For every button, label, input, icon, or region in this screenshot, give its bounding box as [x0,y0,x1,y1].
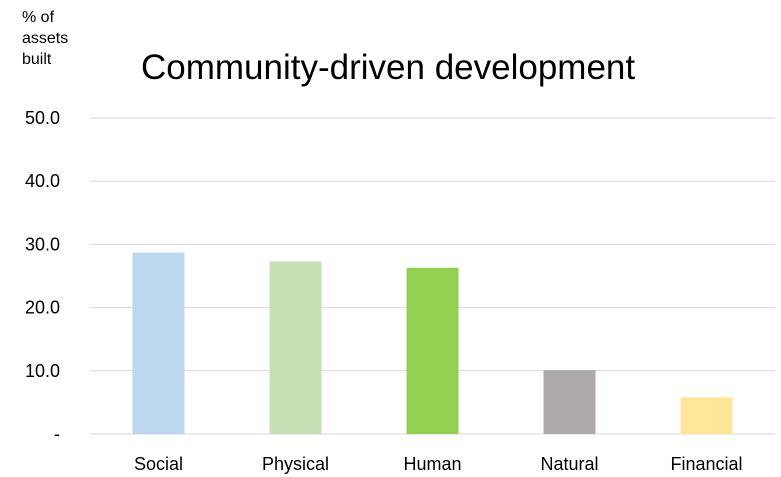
x-tick-label-social: Social [134,454,183,474]
bar-social [132,252,185,434]
y-tick-labels: - 10.0 20.0 30.0 40.0 50.0 [25,108,60,444]
y-tick-label: 40.0 [25,171,60,191]
y-tick-label: 30.0 [25,234,60,254]
x-tick-labels: Social Physical Human Natural Financial [134,454,743,474]
y-tick-label: 50.0 [25,108,60,128]
bar-human [406,267,459,434]
y-tick-label: 10.0 [25,361,60,381]
x-tick-label-human: Human [403,454,461,474]
y-tick-label: - [54,424,60,444]
bar-natural [543,370,596,434]
bar-physical [269,261,322,434]
y-tick-label: 20.0 [25,298,60,318]
chart-title: Community-driven development [141,48,636,87]
bar-financial [680,397,733,434]
y-axis-title-line-3: built [22,51,52,68]
x-tick-label-natural: Natural [540,454,598,474]
x-tick-label-financial: Financial [670,454,742,474]
y-axis-title-line-2: assets [22,30,69,47]
bars [132,252,733,434]
x-tick-label-physical: Physical [262,454,329,474]
y-axis-title-line-1: % of [22,9,55,26]
